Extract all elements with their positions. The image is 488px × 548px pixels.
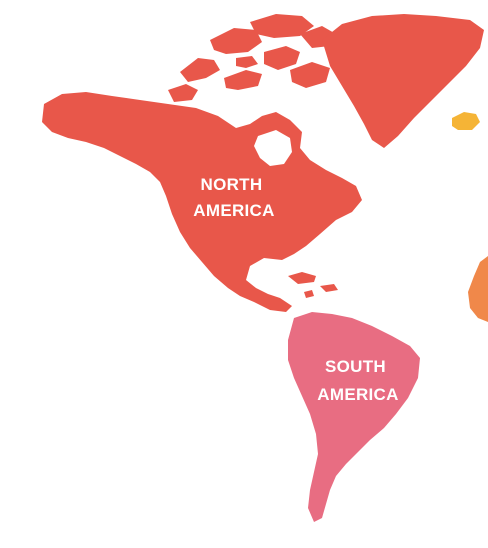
north-america-label-line-2: AMERICA — [193, 201, 274, 220]
north-america-label: NORTH AMERICA — [193, 175, 274, 220]
south-america-label: SOUTH AMERICA — [317, 357, 398, 404]
arctic-islands — [168, 14, 336, 102]
greenland-shape — [322, 14, 484, 148]
north-america-label-line-1: NORTH — [201, 175, 263, 194]
africa-edge-shape — [468, 256, 488, 322]
south-america-label-line-1: SOUTH — [325, 357, 386, 376]
south-america-shape — [288, 312, 420, 522]
caribbean-islands — [288, 272, 338, 298]
south-america-label-line-2: AMERICA — [317, 385, 398, 404]
hudson-bay — [254, 130, 292, 166]
iceland-shape — [452, 112, 480, 130]
